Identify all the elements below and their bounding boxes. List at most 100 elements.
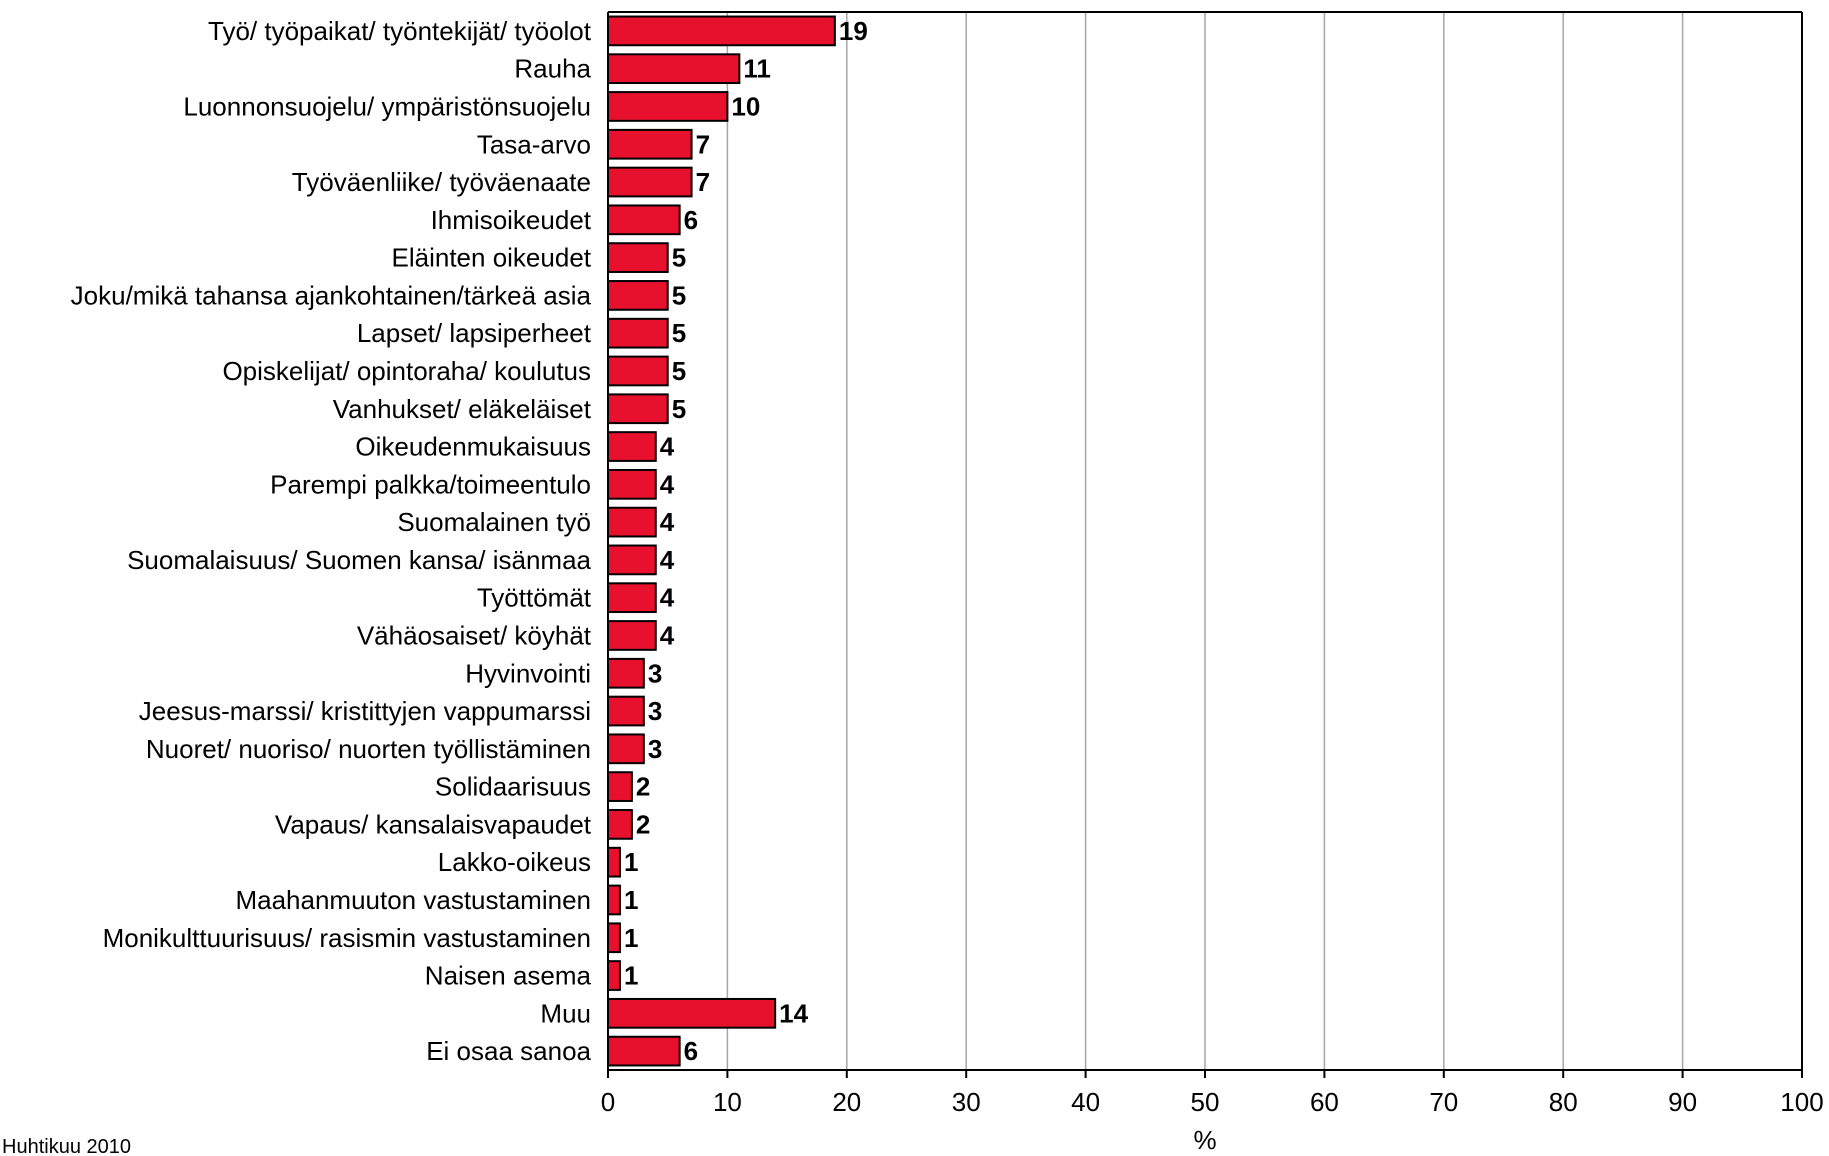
bar [607,431,657,462]
category-label: Lapset/ lapsiperheet [357,318,592,348]
data-label: 4 [660,507,675,537]
data-label: 6 [684,1036,698,1066]
category-label: Solidaarisuus [435,772,591,802]
data-label: 2 [636,772,650,802]
bar [607,468,657,500]
category-label: Ihmisoikeudet [431,205,592,235]
bar [607,544,657,576]
data-label: 10 [731,91,760,121]
category-label: Muu [540,998,591,1028]
bar [607,204,681,236]
bar [607,128,693,160]
data-label: 5 [672,394,686,424]
bar [607,91,729,122]
category-label: Suomalaisuus/ Suomen kansa/ isänmaa [127,545,591,575]
x-tick-label: 0 [601,1087,615,1117]
data-label: 3 [648,734,662,764]
category-label: Oikeudenmukaisuus [355,432,591,462]
data-label: 3 [648,658,662,688]
data-label: 4 [660,545,675,575]
gridlines [726,12,1803,1070]
bar [607,997,777,1029]
x-tick-label: 80 [1549,1087,1578,1117]
data-label: 1 [624,923,638,953]
data-label: 1 [624,847,638,877]
bar [607,355,669,387]
footnote: Huhtikuu 2010 [2,1136,131,1156]
x-tick-label: 20 [832,1087,861,1117]
category-label: Vanhukset/ eläkeläiset [333,394,592,424]
data-label: 2 [636,809,650,839]
data-label: 1 [624,961,638,991]
bar [607,393,669,425]
data-label: 5 [672,356,686,386]
category-label: Työväenliike/ työväenaate [292,167,591,197]
bar [607,733,645,765]
x-tick-label: 60 [1310,1087,1339,1117]
category-label: Suomalainen työ [397,507,591,537]
data-label: 3 [648,696,662,726]
category-label: Opiskelijat/ opintoraha/ koulutus [222,356,591,386]
bar [607,771,633,802]
data-label: 5 [672,318,686,348]
data-label: 4 [660,432,675,462]
bar [607,317,669,349]
bar [607,809,633,840]
category-label: Vapaus/ kansalaisvapaudet [275,809,592,839]
data-label: 14 [779,998,808,1028]
data-label: 7 [696,167,710,197]
bar [607,280,669,311]
category-label: Työttömät [477,583,592,613]
bar [607,1035,681,1067]
data-label: 4 [660,469,675,499]
category-label: Hyvinvointi [465,658,591,688]
category-label: Maahanmuuton vastustaminen [235,885,591,915]
x-tick-label: 40 [1071,1087,1100,1117]
category-label: Naisen asema [425,961,592,991]
bar [607,960,621,991]
category-label: Ei osaa sanoa [426,1036,591,1066]
x-tick-label: 100 [1780,1087,1823,1117]
x-tick-label: 30 [952,1087,981,1117]
bar [607,166,693,198]
bar [607,582,657,614]
data-label: 5 [672,280,686,310]
bar [607,884,621,916]
bar [607,53,741,85]
data-label: 4 [660,583,675,613]
category-label: Nuoret/ nuoriso/ nuorten työllistäminen [146,734,591,764]
bar [607,695,645,727]
category-label: Monikulttuurisuus/ rasismin vastustamine… [103,923,591,953]
category-label: Luonnonsuojelu/ ympäristönsuojelu [183,91,591,121]
bars [607,15,836,1067]
data-label: 4 [660,620,675,650]
category-label: Vähäosaiset/ köyhät [357,620,592,650]
category-label: Lakko-oikeus [438,847,591,877]
data-label: 7 [696,129,710,159]
bar [607,506,657,538]
axes [607,11,1803,1078]
category-label: Parempi palkka/toimeentulo [270,469,591,499]
category-label: Tasa-arvo [477,129,591,159]
category-label: Jeesus-marssi/ kristittyjen vappumarssi [139,696,591,726]
x-tick-label: 10 [713,1087,742,1117]
bar [607,922,621,954]
x-tick-label: 70 [1429,1087,1458,1117]
bar [607,620,657,651]
data-label: 19 [839,16,868,46]
data-label: 6 [684,205,698,235]
x-axis-title: % [1193,1125,1216,1155]
data-label: 5 [672,243,686,273]
bar [607,242,669,273]
category-label: Työ/ työpaikat/ työntekijät/ työolot [208,16,592,46]
x-tick-label: 50 [1191,1087,1220,1117]
category-label: Joku/mikä tahansa ajankohtainen/tärkeä a… [71,280,592,310]
bar [607,657,645,689]
bar [607,846,621,878]
category-label: Eläinten oikeudet [392,243,592,273]
bar [607,15,836,47]
data-label: 11 [743,54,771,84]
x-tick-label: 90 [1668,1087,1697,1117]
